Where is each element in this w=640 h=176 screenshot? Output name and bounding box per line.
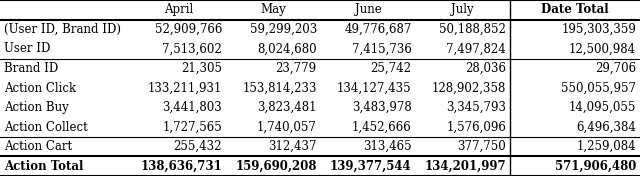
Text: Date Total: Date Total (541, 3, 609, 16)
Text: 1,452,666: 1,452,666 (352, 121, 412, 134)
Text: Action Buy: Action Buy (4, 101, 68, 114)
Text: 153,814,233: 153,814,233 (243, 81, 317, 95)
Text: June: June (355, 3, 381, 16)
Text: 159,690,208: 159,690,208 (236, 160, 317, 173)
Text: 1,727,565: 1,727,565 (163, 121, 222, 134)
Text: 21,305: 21,305 (181, 62, 222, 75)
Text: Action Cart: Action Cart (4, 140, 72, 153)
Text: 3,345,793: 3,345,793 (446, 101, 506, 114)
Text: 550,055,957: 550,055,957 (561, 81, 636, 95)
Text: 312,437: 312,437 (268, 140, 317, 153)
Text: 134,127,435: 134,127,435 (337, 81, 412, 95)
Text: 128,902,358: 128,902,358 (432, 81, 506, 95)
Text: 50,188,852: 50,188,852 (440, 23, 506, 36)
Text: 23,779: 23,779 (276, 62, 317, 75)
Text: Action Collect: Action Collect (4, 121, 88, 134)
Text: 49,776,687: 49,776,687 (344, 23, 412, 36)
Text: Brand ID: Brand ID (4, 62, 58, 75)
Text: 28,036: 28,036 (465, 62, 506, 75)
Text: 1,740,057: 1,740,057 (257, 121, 317, 134)
Text: (User ID, Brand ID): (User ID, Brand ID) (4, 23, 121, 36)
Text: 3,483,978: 3,483,978 (352, 101, 412, 114)
Text: 377,750: 377,750 (458, 140, 506, 153)
Text: 3,823,481: 3,823,481 (257, 101, 317, 114)
Text: 134,201,997: 134,201,997 (424, 160, 506, 173)
Text: 6,496,384: 6,496,384 (576, 121, 636, 134)
Text: 195,303,359: 195,303,359 (561, 23, 636, 36)
Text: 59,299,203: 59,299,203 (250, 23, 317, 36)
Text: 14,095,055: 14,095,055 (569, 101, 636, 114)
Text: 7,513,602: 7,513,602 (163, 42, 222, 55)
Text: 7,497,824: 7,497,824 (447, 42, 506, 55)
Text: User ID: User ID (4, 42, 50, 55)
Text: 25,742: 25,742 (371, 62, 412, 75)
Text: 3,441,803: 3,441,803 (163, 101, 222, 114)
Text: 313,465: 313,465 (363, 140, 412, 153)
Text: 1,576,096: 1,576,096 (446, 121, 506, 134)
Text: Action Click: Action Click (4, 81, 76, 95)
Text: 52,909,766: 52,909,766 (155, 23, 222, 36)
Text: July: July (451, 3, 474, 16)
Text: 29,706: 29,706 (595, 62, 636, 75)
Text: 571,906,480: 571,906,480 (555, 160, 636, 173)
Text: 138,636,731: 138,636,731 (140, 160, 222, 173)
Text: 133,211,931: 133,211,931 (148, 81, 222, 95)
Text: 255,432: 255,432 (173, 140, 222, 153)
Text: 1,259,084: 1,259,084 (577, 140, 636, 153)
Text: 8,024,680: 8,024,680 (257, 42, 317, 55)
Text: April: April (164, 3, 193, 16)
Text: May: May (260, 3, 286, 16)
Text: 139,377,544: 139,377,544 (330, 160, 412, 173)
Text: 7,415,736: 7,415,736 (351, 42, 412, 55)
Text: 12,500,984: 12,500,984 (569, 42, 636, 55)
Text: Action Total: Action Total (4, 160, 83, 173)
